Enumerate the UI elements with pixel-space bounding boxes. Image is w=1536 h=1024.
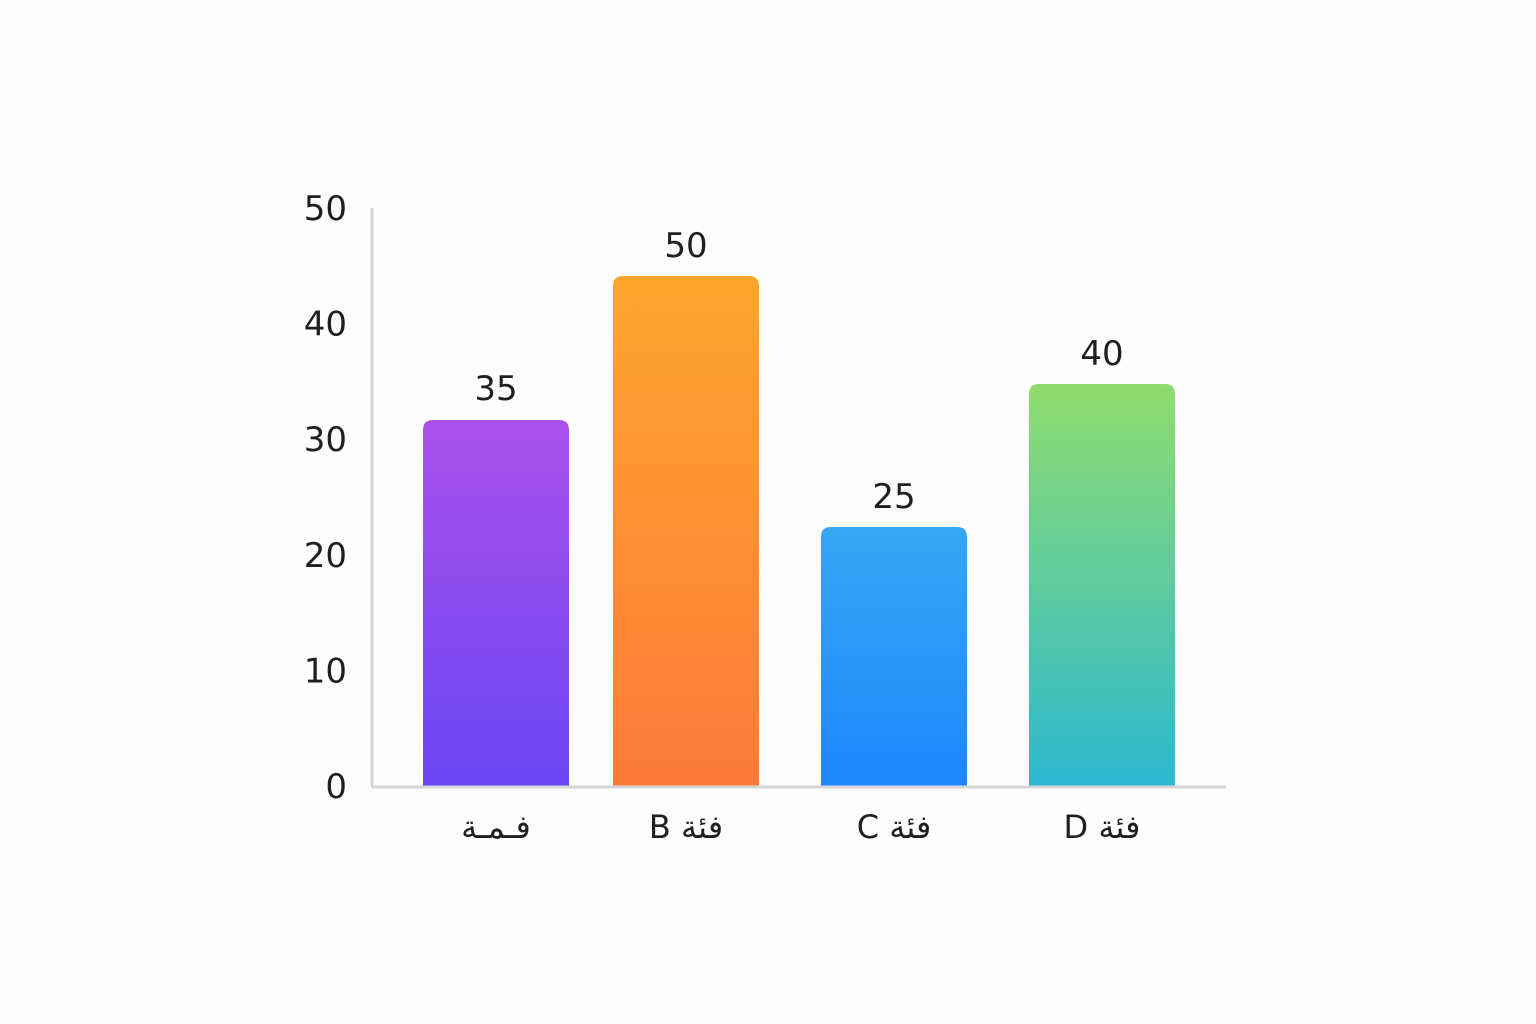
category-label: فئة D [1064,808,1141,846]
y-tick-label: 20 [304,536,347,576]
category-labels: فـمـة فئة B فئة C فئة D [461,808,1140,846]
category-label: فئة C [857,808,932,846]
y-tick-label: 0 [325,767,347,807]
bar [613,276,759,786]
bar-value-label: 40 [1080,334,1123,374]
bar-value-label: 35 [474,369,517,409]
data-labels: 35 50 25 40 [474,226,1123,517]
category-label: فـمـة [461,808,531,846]
bar-value-label: 50 [664,226,707,266]
y-tick-label: 30 [304,420,347,460]
bars [423,276,1175,786]
y-axis-ticks: 0 10 20 30 40 50 [304,189,347,807]
bar [423,420,569,786]
bar [1029,384,1175,786]
y-tick-label: 10 [304,651,347,691]
y-tick-label: 40 [304,305,347,345]
bar [821,527,967,786]
category-label: فئة B [649,808,723,846]
y-tick-label: 50 [304,189,347,229]
bar-value-label: 25 [872,477,915,517]
